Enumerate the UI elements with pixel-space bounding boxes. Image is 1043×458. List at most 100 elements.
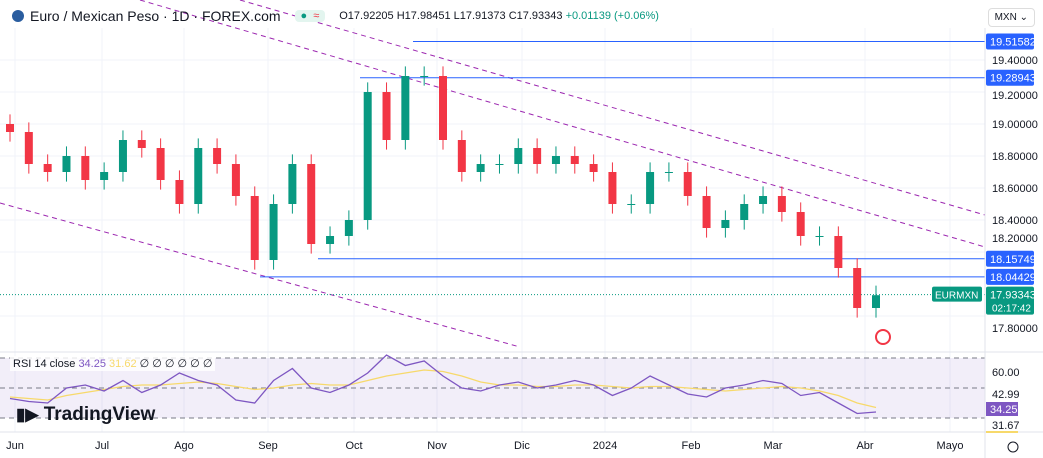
candle-body[interactable] [307,164,316,244]
x-tick-label: Mar [764,440,783,452]
x-tick-label: Ago [174,440,194,452]
event-icon[interactable] [875,329,891,345]
candle-body[interactable] [401,76,410,140]
candle-body[interactable] [589,164,598,172]
x-tick-label: Abr [856,440,873,452]
candle-body[interactable] [551,156,560,164]
channel-trendline[interactable] [139,0,986,248]
candle-body[interactable] [24,132,33,164]
candle-body[interactable] [683,172,692,196]
level-price-text: 18.04429 [990,272,1036,284]
price-tick-label: 19.20000 [992,90,1038,102]
candle-body[interactable] [382,92,391,140]
candle-body[interactable] [231,164,240,196]
x-tick-label: 2024 [593,440,617,452]
level-price-text: 18.15749 [990,254,1036,266]
candle-body[interactable] [269,204,278,260]
x-tick-label: Jul [95,440,109,452]
candle-body[interactable] [81,156,90,180]
candle-body[interactable] [740,204,749,220]
price-tick-label: 18.40000 [992,215,1038,227]
candle-body[interactable] [326,236,335,244]
candle-body[interactable] [533,148,542,164]
candle-body[interactable] [457,140,466,172]
tradingview-logo: ▮▶ TradingView [16,404,156,425]
price-tick-label: 18.80000 [992,151,1038,163]
channel-trendline[interactable] [239,0,986,216]
level-price-label [986,33,1034,50]
x-tick-label: Nov [427,440,447,452]
candle-body[interactable] [702,196,711,228]
candle-body[interactable] [156,148,165,180]
ohlc-values: O17.92205 H17.98451 L17.91373 C17.93343 … [339,10,659,22]
price-tick-label: 18.60000 [992,183,1038,195]
x-tick-label: Sep [258,440,278,452]
candle-body[interactable] [777,196,786,212]
symbol-label [932,286,982,302]
market-status-badge[interactable]: ● ≈ [294,10,326,22]
price-tick-label: 18.20000 [992,233,1038,245]
candle-body[interactable] [495,164,504,165]
last-price-text: 17.93343 [990,290,1036,302]
rsi-ma-line [9,369,877,409]
candle-body[interactable] [194,148,203,204]
candle-body[interactable] [175,180,184,204]
candle-body[interactable] [213,148,222,164]
flag-icon [12,10,24,22]
candle-body[interactable] [872,295,880,308]
candle-body[interactable] [118,140,127,172]
candle-body[interactable] [250,196,259,260]
countdown-text: 02:17:42 [992,304,1031,315]
candle-body[interactable] [721,220,730,228]
candle-body[interactable] [62,156,71,172]
settings-icon[interactable] [1007,441,1019,453]
candle-body[interactable] [43,164,52,172]
level-price-label [986,250,1034,267]
candle-body[interactable] [664,172,673,173]
level-price-text: 19.51582 [990,36,1036,48]
x-tick-label: Dic [514,440,530,452]
candle-body[interactable] [815,236,824,237]
candle-body[interactable] [420,76,429,77]
rsi-legend: RSI 14 close 34.25 31.62 ∅ ∅ ∅ ∅ ∅ ∅ [10,356,216,371]
x-tick-label: Jun [6,440,24,452]
price-tick-label: 17.80000 [992,323,1038,335]
candle-body[interactable] [439,76,447,140]
candle-body[interactable] [759,196,768,204]
channel-trendline[interactable] [0,202,521,348]
candle-body[interactable] [6,124,14,132]
symbol-label-text: EURMXN [935,291,978,302]
last-price-label [986,286,1034,315]
candle-body[interactable] [834,236,843,268]
candle-body[interactable] [476,164,485,172]
x-tick-label: Mayo [937,440,964,452]
candle-body[interactable] [344,220,353,236]
candle-body[interactable] [100,172,109,180]
symbol-title[interactable]: Euro / Mexican Peso · 1D · FOREX.com [30,8,281,24]
candle-body[interactable] [646,172,655,204]
candle-body[interactable] [627,204,636,205]
x-tick-label: Feb [682,440,701,452]
candle-body[interactable] [796,212,805,236]
level-price-label [986,69,1034,86]
rsi-ma-value-text: 31.67 [992,420,1020,432]
price-tick-label: 19.00000 [992,119,1038,131]
rsi-value-label [986,402,1018,416]
rsi-tick-label: 60.00 [992,367,1020,379]
candle-body[interactable] [137,140,146,148]
price-tick-label: 19.40000 [992,55,1038,67]
rsi-line [9,354,877,415]
candle-body[interactable] [853,268,862,308]
level-price-text: 19.28943 [990,73,1036,85]
rsi-value-text: 34.25 [990,404,1018,416]
candle-body[interactable] [608,172,617,204]
candle-body[interactable] [514,148,523,164]
currency-select[interactable]: MXN ⌄ [987,8,1035,27]
candle-body[interactable] [363,92,372,220]
candle-body[interactable] [570,156,579,164]
candle-body[interactable] [288,164,297,204]
symbol-header: Euro / Mexican Peso · 1D · FOREX.com ● ≈ … [12,8,659,24]
level-price-label [986,268,1034,285]
x-tick-label: Oct [345,440,362,452]
